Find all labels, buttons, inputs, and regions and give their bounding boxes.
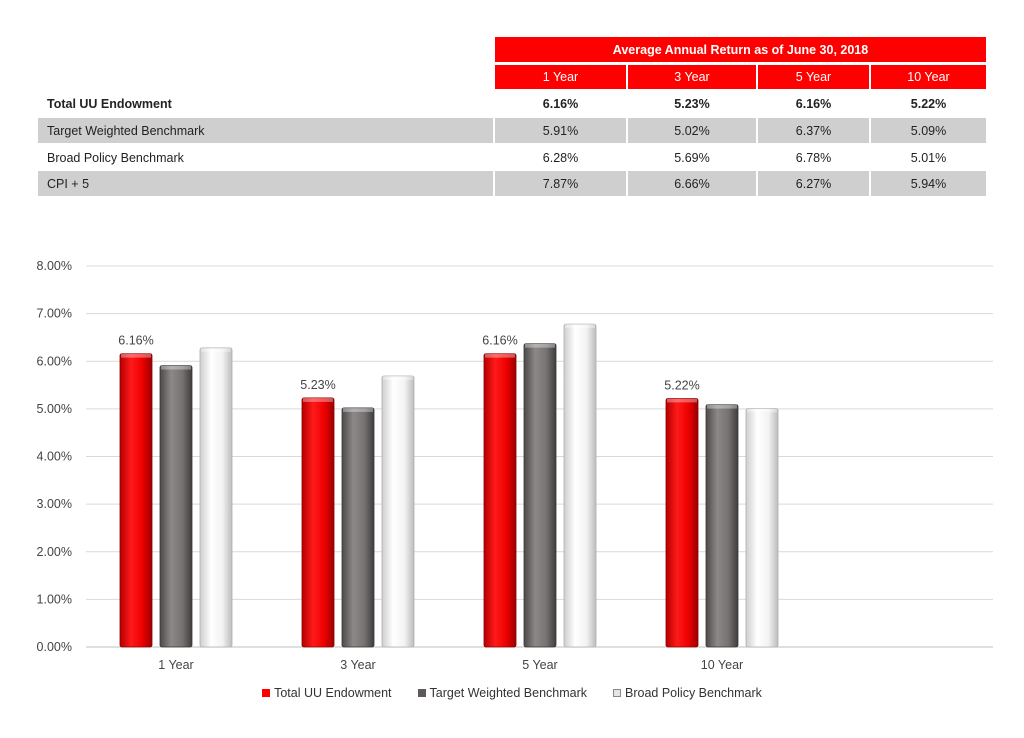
table-cell: 5.01% <box>910 150 947 165</box>
table-cell: 5.94% <box>871 171 986 196</box>
bar-highlight <box>201 347 231 352</box>
bar-highlight <box>121 353 151 358</box>
table-cell: 6.27% <box>758 171 871 196</box>
bar-highlight <box>383 376 413 381</box>
row-label: Target Weighted Benchmark <box>38 118 493 143</box>
table-row: Broad Policy Benchmark 6.28% 5.69% 6.78%… <box>38 145 986 170</box>
table-cell: 6.28% <box>495 145 628 170</box>
bar <box>301 397 335 648</box>
table-cell: 5.23% <box>628 91 758 116</box>
table-cell: 6.78% <box>758 145 871 170</box>
legend-item: Broad Policy Benchmark <box>613 686 762 700</box>
bar <box>523 343 557 648</box>
table-cell: 5.22% <box>910 96 947 111</box>
column-header: 5 Year <box>758 65 871 89</box>
bars <box>119 323 779 648</box>
bar <box>159 365 193 648</box>
bar-highlight <box>667 398 697 403</box>
table-row: Total UU Endowment 6.16% 5.23% 6.16% 5.2… <box>38 91 986 116</box>
y-tick-label: 2.00% <box>37 545 72 559</box>
y-tick-label: 3.00% <box>37 497 72 511</box>
bar <box>665 397 699 648</box>
data-label: 5.22% <box>664 378 699 392</box>
column-header: 10 Year <box>871 65 986 89</box>
legend-label: Target Weighted Benchmark <box>429 686 588 700</box>
y-tick-label: 1.00% <box>37 592 72 606</box>
row-label: CPI + 5 <box>38 171 493 196</box>
chart-legend: Total UU Endowment Target Weighted Bench… <box>0 686 1024 700</box>
table-column-headers: 1 Year 3 Year 5 Year 10 Year <box>495 65 986 89</box>
labels: 0.00% 1.00% 2.00% 3.00% 4.00% 5.00% 6.00% 7.00%… <box>37 259 744 670</box>
y-tick-label: 4.00% <box>37 450 72 464</box>
table-cell: 6.16% <box>495 91 628 116</box>
table-cell: 5.91% <box>495 118 628 143</box>
table-cell: 5.69% <box>628 145 758 170</box>
bar-highlight <box>343 407 373 412</box>
x-tick-label: 1 Year <box>158 658 193 670</box>
legend-swatch <box>417 689 426 697</box>
bar-highlight <box>161 365 191 370</box>
x-tick-label: 3 Year <box>340 658 375 670</box>
table-cell: 5.02% <box>628 118 758 143</box>
table-cell: 5.09% <box>871 118 986 143</box>
y-tick-label: 7.00% <box>37 307 72 321</box>
table-cell: 7.87% <box>495 171 628 196</box>
legend-label: Broad Policy Benchmark <box>625 686 762 700</box>
table-row: Target Weighted Benchmark 5.91% 5.02% 6.… <box>38 118 986 143</box>
bar <box>341 407 375 648</box>
bar-highlight <box>707 404 737 409</box>
bar <box>745 407 779 648</box>
bar-highlight <box>747 408 777 413</box>
row-label: Total UU Endowment <box>47 96 172 111</box>
bar <box>483 353 517 648</box>
bar-highlight <box>565 324 595 329</box>
column-header: 3 Year <box>628 65 758 89</box>
table-cell: 6.16% <box>758 91 871 116</box>
x-tick-label: 10 Year <box>701 658 743 670</box>
table-cell: 6.37% <box>758 118 871 143</box>
bar <box>381 375 415 648</box>
legend-item: Total UU Endowment <box>262 686 392 700</box>
bar <box>199 347 233 648</box>
bar-chart: 0.00% 1.00% 2.00% 3.00% 4.00% 5.00% 6.00% 7.00%… <box>37 259 993 670</box>
y-tick-label: 0.00% <box>37 640 72 654</box>
table-row: CPI + 5 7.87% 6.66% 6.27% 5.94% <box>38 171 986 196</box>
bar-highlight <box>525 343 555 348</box>
y-tick-label: 6.00% <box>37 354 72 368</box>
bar <box>563 323 597 648</box>
data-label: 6.16% <box>118 334 153 348</box>
legend-swatch <box>613 689 622 697</box>
bar-highlight <box>485 353 515 358</box>
row-label: Broad Policy Benchmark <box>47 150 184 165</box>
y-tick-label: 5.00% <box>37 402 72 416</box>
table-title: Average Annual Return as of June 30, 201… <box>495 37 986 62</box>
data-label: 6.16% <box>482 334 517 348</box>
bar-highlight <box>303 397 333 402</box>
table-cell: 6.66% <box>628 171 758 196</box>
bar <box>705 404 739 648</box>
legend-item: Target Weighted Benchmark <box>417 686 588 700</box>
bar <box>119 353 153 648</box>
legend-label: Total UU Endowment <box>274 686 392 700</box>
y-tick-label: 8.00% <box>37 259 72 273</box>
data-label: 5.23% <box>300 378 335 392</box>
x-tick-label: 5 Year <box>522 658 557 670</box>
column-header: 1 Year <box>495 65 628 89</box>
legend-swatch <box>262 689 271 697</box>
